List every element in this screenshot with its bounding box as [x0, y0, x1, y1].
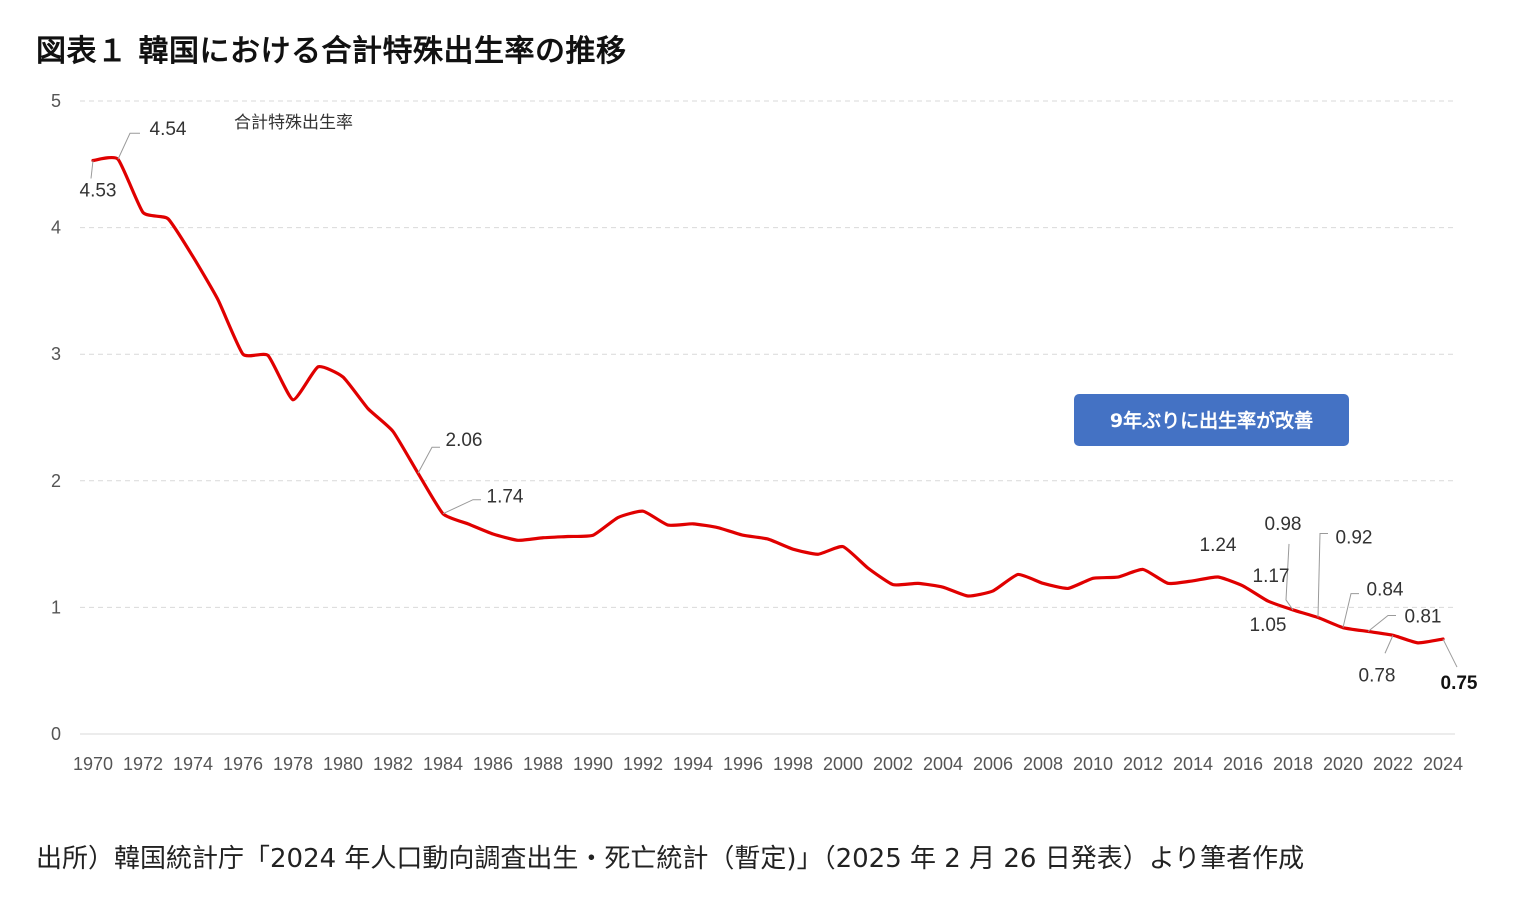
y-tick-label: 1 [51, 597, 61, 617]
y-tick-label: 0 [51, 724, 61, 744]
label-leader-line [90, 160, 94, 179]
data-label: 0.98 [1265, 514, 1302, 535]
data-label: 0.75 [1441, 673, 1478, 694]
x-tick-label: 1990 [573, 754, 613, 774]
data-label: 2.06 [446, 430, 483, 451]
y-tick-label: 2 [51, 471, 61, 491]
series-line [91, 155, 1445, 645]
x-tick-label: 1996 [723, 754, 763, 774]
series-lines [91, 155, 1445, 645]
x-tick-label: 1980 [323, 754, 363, 774]
data-label: 4.53 [80, 181, 117, 202]
data-label: 0.92 [1336, 528, 1373, 549]
x-tick-label: 1974 [173, 754, 213, 774]
data-label: 0.78 [1359, 665, 1396, 686]
x-tick-label: 2018 [1273, 754, 1313, 774]
x-tick-label: 2024 [1423, 754, 1463, 774]
source-note: 出所）韓国統計庁「2024 年人口動向調査出生・死亡統計（暫定)」（2025 年… [36, 844, 1305, 874]
label-leader-line [417, 446, 440, 474]
x-tick-label: 2020 [1323, 754, 1363, 774]
label-leader-line [442, 499, 481, 515]
label-leader-line [1285, 543, 1294, 611]
data-label: 4.54 [150, 119, 187, 140]
x-tick-label: 2012 [1123, 754, 1163, 774]
data-labels: 4.53 4.54 2.06 1.74 1.24 1.17 1.05 0.98 0.92 0.84… [80, 119, 1478, 694]
y-axis-ticks: 0 1 2 3 4 5 [51, 91, 61, 744]
x-tick-label: 2000 [823, 754, 863, 774]
x-tick-label: 2006 [973, 754, 1013, 774]
label-leader-line [1317, 533, 1328, 618]
x-tick-label: 2008 [1023, 754, 1063, 774]
callout-background [1074, 394, 1349, 446]
x-tick-label: 2002 [873, 754, 913, 774]
data-label: 1.74 [487, 487, 524, 508]
data-label: 0.84 [1367, 580, 1404, 601]
x-tick-label: 1984 [423, 754, 463, 774]
gridlines [80, 100, 1455, 735]
callout-box: 9年ぶりに出生率が改善 [1074, 394, 1349, 446]
x-tick-label: 1972 [123, 754, 163, 774]
data-label: 0.81 [1405, 606, 1442, 627]
x-tick-label: 2022 [1373, 754, 1413, 774]
x-tick-label: 1978 [273, 754, 313, 774]
y-tick-label: 3 [51, 344, 61, 364]
x-tick-label: 2004 [923, 754, 963, 774]
y-tick-label: 5 [51, 91, 61, 111]
x-tick-label: 1982 [373, 754, 413, 774]
chart-title: 図表１ 韓国における合計特殊出生率の推移 [36, 34, 627, 69]
label-leader-lines [90, 132, 1458, 668]
label-leader-line [1342, 593, 1359, 628]
x-tick-label: 1988 [523, 754, 563, 774]
x-tick-label: 1994 [673, 754, 713, 774]
x-tick-label: 1986 [473, 754, 513, 774]
label-leader-line [1384, 635, 1394, 654]
x-tick-label: 1998 [773, 754, 813, 774]
x-tick-label: 2014 [1173, 754, 1213, 774]
x-tick-label: 1976 [223, 754, 263, 774]
x-tick-label: 2010 [1073, 754, 1113, 774]
callout-text: 9年ぶりに出生率が改善 [1110, 409, 1313, 432]
x-tick-label: 1992 [623, 754, 663, 774]
label-leader-line [117, 132, 140, 160]
data-label: 1.17 [1253, 566, 1290, 587]
data-label: 1.24 [1200, 535, 1237, 556]
y-tick-label: 4 [51, 218, 61, 238]
label-leader-line [1367, 614, 1396, 632]
data-label: 1.05 [1250, 615, 1287, 636]
x-axis-ticks: 1970 1972 1974 1976 1978 1980 1982 1984 1986 1988… [73, 754, 1463, 774]
x-tick-label: 1970 [73, 754, 113, 774]
label-leader-line [1442, 638, 1458, 668]
series-name-label: 合計特殊出生率 [234, 113, 353, 133]
x-tick-label: 2016 [1223, 754, 1263, 774]
